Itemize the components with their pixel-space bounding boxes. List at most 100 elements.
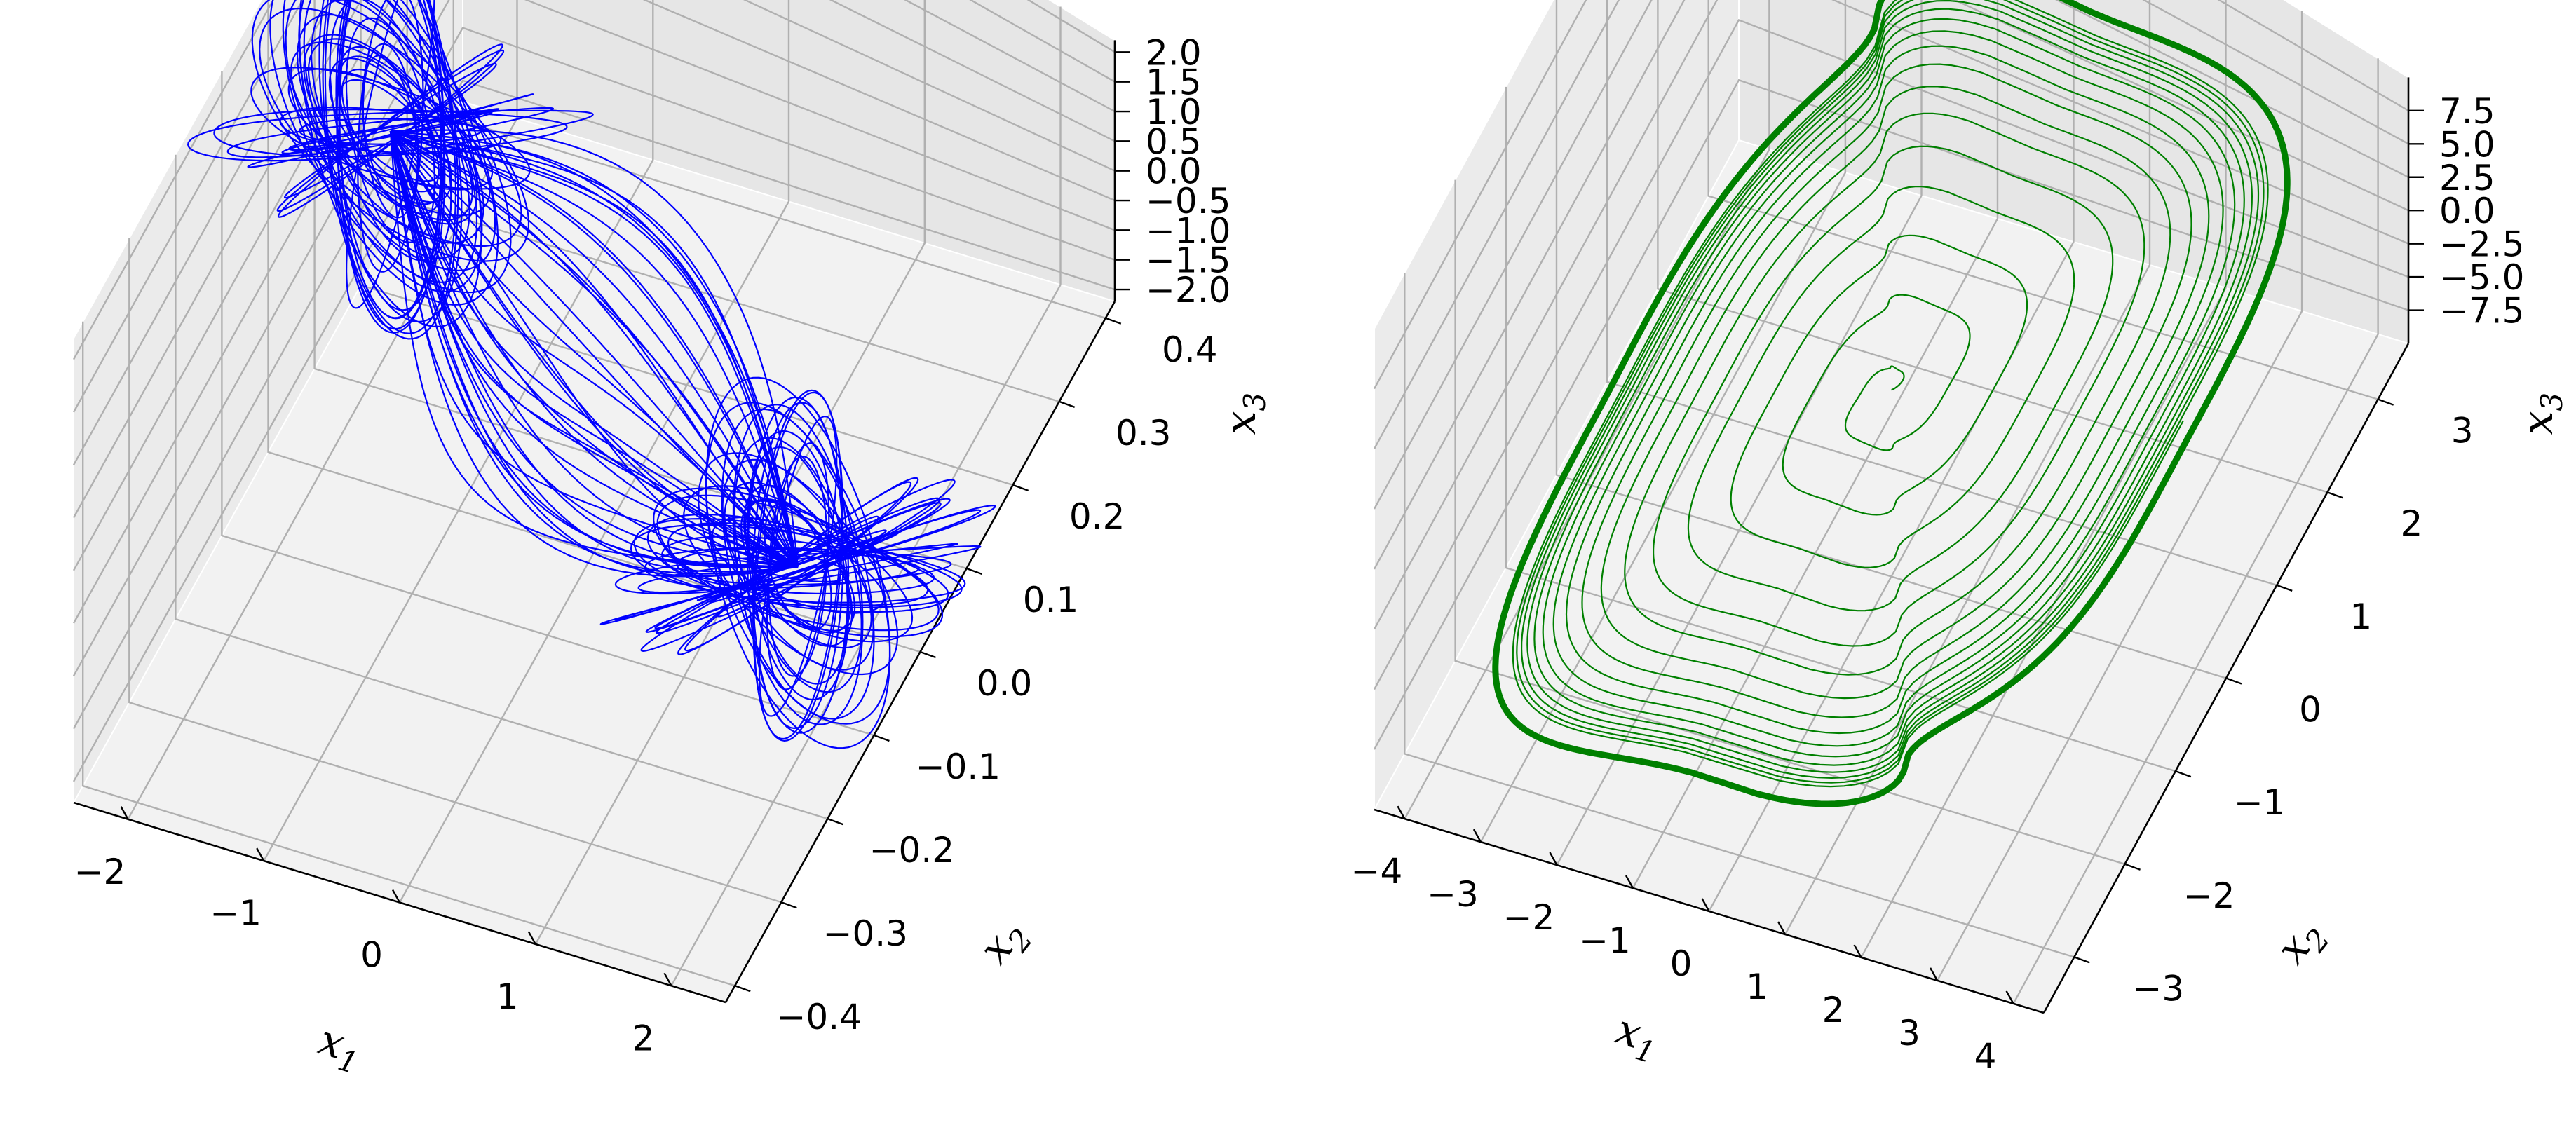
z-tick-label: 0.0 <box>1146 151 1202 192</box>
x-tick <box>1625 875 1634 889</box>
x-tick <box>1397 805 1406 819</box>
y-tick-label: 0 <box>2299 690 2321 730</box>
attractor-strand <box>389 130 799 568</box>
y-tick <box>2124 863 2141 871</box>
attractor-strand <box>389 130 799 568</box>
y-tick <box>920 650 936 659</box>
z-tick-label: 5.0 <box>2439 124 2495 165</box>
z-gridline <box>72 0 1116 571</box>
z-gridline <box>1373 0 2409 570</box>
x-tick <box>391 889 401 904</box>
y-tick-label: 0.1 <box>1023 580 1079 620</box>
y-tick <box>966 567 982 575</box>
left-3d-plot: −2 −1 0 1 2 −0.4 −0.3 −0.2 −0.1 0.0 0.1 0.2 0.3 0.4 −2… <box>72 0 1272 1081</box>
attractor-loop <box>732 403 864 725</box>
y-tick <box>1012 484 1029 492</box>
attractor-loop <box>303 34 478 225</box>
x-gridline <box>1708 0 2075 912</box>
z-gridline <box>72 0 1116 624</box>
attractor-strand <box>389 130 799 568</box>
x-tick-label: 0 <box>360 935 383 976</box>
z-tick-label: 0.5 <box>1146 121 1202 162</box>
z-gridline <box>72 27 1116 730</box>
x-tick-label: −2 <box>1503 897 1555 938</box>
z-tick-label: 1.0 <box>1146 92 1202 132</box>
x-tick-label: −1 <box>1579 920 1631 961</box>
attractor-strand <box>389 130 799 568</box>
attractor-loop <box>339 0 442 319</box>
attractor-loop <box>698 452 899 676</box>
y-tick-label: −0.3 <box>823 913 908 954</box>
x-tick <box>256 847 265 861</box>
attractor-loop <box>655 497 941 634</box>
attractor-loop <box>752 402 844 730</box>
x-gridline <box>398 0 790 904</box>
attractor-strand <box>390 130 799 567</box>
z-tick-label: 0.0 <box>2439 191 2495 231</box>
attractor-loop <box>301 115 480 148</box>
y-gridline <box>1657 0 2328 493</box>
attractor-loop <box>705 402 891 725</box>
y-tick-label: −0.4 <box>777 997 862 1037</box>
y-tick-label: 3 <box>2451 411 2474 451</box>
attractor-loop <box>640 479 956 653</box>
x-tick <box>663 972 672 986</box>
y-tick <box>827 817 843 826</box>
attractor-loop <box>644 547 952 589</box>
grid-lines <box>72 0 1116 987</box>
x-gridline <box>263 0 654 861</box>
attractor-strand <box>389 130 799 568</box>
z-tick-label: 1.5 <box>1146 62 1202 103</box>
attractor-loop <box>336 0 445 330</box>
z-tick-label: −2.5 <box>2439 224 2524 265</box>
x-tick <box>527 931 536 945</box>
y-gridline <box>1555 0 2227 679</box>
z-tick-label: −7.5 <box>2439 291 2524 332</box>
y-tick <box>1059 400 1076 408</box>
y-tick <box>2175 770 2192 778</box>
x-gridline <box>670 6 1062 986</box>
z-axis-label: x3 <box>1216 393 1272 435</box>
y-tick-label: 1 <box>2350 596 2372 637</box>
attractor-loop <box>683 485 914 643</box>
z-gridline <box>1373 0 2409 510</box>
attractor-loop <box>276 49 505 212</box>
y-gridline <box>267 0 921 653</box>
z-tick-label: 7.5 <box>2439 91 2495 132</box>
x-tick-label: −3 <box>1427 874 1479 915</box>
x-tick <box>1777 921 1787 935</box>
attractor-loop <box>299 0 482 327</box>
z-axis-label: x3 <box>2514 393 2569 435</box>
y-tick <box>2327 491 2343 499</box>
x-tick-label: 0 <box>1670 943 1693 984</box>
x-axis-label: x1 <box>311 1016 368 1081</box>
z-tick-label: −1.0 <box>1146 210 1231 251</box>
x-tick <box>1930 967 1939 981</box>
grid-lines <box>1373 0 2409 1004</box>
y-tick-label: −1 <box>2234 782 2286 823</box>
y-tick-label: 0.0 <box>977 663 1033 704</box>
x-tick <box>1701 898 1710 912</box>
attractor-strand <box>390 130 799 568</box>
attractor-loop <box>346 0 435 309</box>
y-gridline <box>175 154 828 820</box>
attractor-loop <box>676 547 920 586</box>
attractor-strand <box>390 130 799 568</box>
z-gridline <box>1373 0 2409 390</box>
z-gridline <box>72 0 1116 465</box>
series-trajectory <box>1492 0 2291 807</box>
attractor-loop <box>667 521 929 606</box>
y-gridline <box>221 71 874 737</box>
x-tick-label: 1 <box>1746 967 1768 1007</box>
attractor-loop <box>696 531 900 601</box>
attractor-strand <box>390 130 799 567</box>
x-tick-label: 1 <box>496 976 519 1017</box>
x-gridline <box>127 0 518 820</box>
z-gridline <box>72 0 1116 360</box>
x-tick-label: 2 <box>1822 990 1845 1030</box>
y-tick <box>874 734 890 742</box>
attractor-loop <box>677 477 919 655</box>
x-tick-label: 2 <box>632 1018 655 1058</box>
attractor-loop <box>277 43 503 218</box>
y-gridline <box>1454 179 2125 865</box>
